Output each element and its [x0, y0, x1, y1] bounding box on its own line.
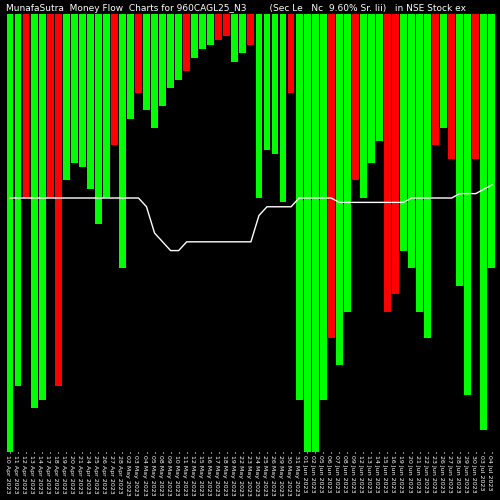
Bar — [256, 14, 262, 198]
Bar — [352, 14, 358, 180]
Bar — [376, 14, 383, 141]
Bar — [440, 14, 447, 128]
Bar — [175, 14, 182, 80]
Bar — [22, 14, 30, 198]
Bar — [416, 14, 423, 312]
Bar — [288, 14, 294, 93]
Text: MunafaSutra  Money Flow  Charts for 960CAGL25_N3        (Sec Le   Nc  9.60% Sr. : MunafaSutra Money Flow Charts for 960CAG… — [6, 4, 466, 13]
Bar — [280, 14, 286, 202]
Bar — [408, 14, 415, 268]
Bar — [232, 14, 238, 62]
Bar — [312, 14, 318, 452]
Bar — [167, 14, 174, 88]
Bar — [95, 14, 102, 224]
Bar — [200, 14, 206, 49]
Bar — [87, 14, 94, 189]
Bar — [488, 14, 495, 268]
Bar — [272, 14, 278, 154]
Bar — [400, 14, 407, 250]
Bar — [384, 14, 391, 312]
Bar — [63, 14, 70, 180]
Bar — [79, 14, 86, 168]
Bar — [103, 14, 110, 198]
Bar — [464, 14, 471, 395]
Bar — [143, 14, 150, 110]
Bar — [304, 14, 310, 452]
Bar — [159, 14, 166, 106]
Bar — [30, 14, 38, 408]
Bar — [296, 14, 302, 400]
Bar — [119, 14, 126, 268]
Bar — [14, 14, 21, 386]
Bar — [224, 14, 230, 36]
Bar — [392, 14, 399, 294]
Bar — [336, 14, 342, 364]
Bar — [208, 14, 214, 44]
Bar — [192, 14, 198, 58]
Bar — [248, 14, 254, 44]
Bar — [368, 14, 375, 163]
Bar — [55, 14, 62, 386]
Bar — [360, 14, 366, 198]
Bar — [184, 14, 190, 71]
Bar — [111, 14, 118, 145]
Bar — [127, 14, 134, 119]
Bar — [71, 14, 78, 163]
Bar — [38, 14, 46, 400]
Bar — [6, 14, 14, 452]
Bar — [472, 14, 479, 158]
Bar — [46, 14, 54, 198]
Bar — [216, 14, 222, 40]
Bar — [456, 14, 463, 285]
Bar — [240, 14, 246, 54]
Bar — [448, 14, 455, 158]
Bar — [344, 14, 350, 312]
Bar — [432, 14, 439, 145]
Bar — [151, 14, 158, 128]
Bar — [264, 14, 270, 150]
Bar — [424, 14, 431, 338]
Bar — [135, 14, 142, 93]
Bar — [480, 14, 487, 430]
Bar — [328, 14, 334, 338]
Bar — [320, 14, 326, 400]
